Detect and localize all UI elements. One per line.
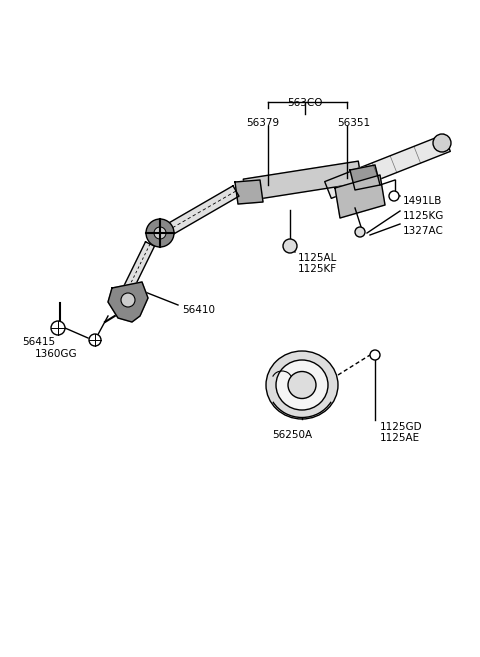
Circle shape [154, 227, 166, 239]
Polygon shape [157, 186, 239, 240]
Text: 1125KG: 1125KG [403, 211, 444, 221]
Text: 1491LB: 1491LB [403, 196, 443, 206]
Text: 56410: 56410 [182, 305, 215, 315]
Text: 1125KF: 1125KF [298, 264, 337, 274]
Text: 56415: 56415 [22, 337, 55, 347]
Text: 1327AC: 1327AC [403, 226, 444, 236]
Polygon shape [120, 242, 155, 297]
Circle shape [283, 239, 297, 253]
Polygon shape [324, 135, 450, 198]
Polygon shape [335, 175, 385, 218]
Ellipse shape [266, 351, 338, 419]
Text: 1125AE: 1125AE [380, 433, 420, 443]
Circle shape [355, 227, 365, 237]
Polygon shape [235, 180, 263, 204]
Text: 1360GG: 1360GG [35, 349, 78, 359]
Circle shape [389, 191, 399, 201]
Text: 1125AL: 1125AL [298, 253, 337, 263]
Text: 56379: 56379 [246, 118, 279, 128]
Text: 56351: 56351 [337, 118, 370, 128]
Ellipse shape [276, 360, 328, 410]
Polygon shape [243, 161, 362, 201]
Polygon shape [350, 165, 380, 190]
Text: 563CO: 563CO [287, 98, 323, 108]
Ellipse shape [288, 371, 316, 399]
Text: 1125GD: 1125GD [380, 422, 422, 432]
Text: 56250A: 56250A [272, 430, 312, 440]
Circle shape [146, 219, 174, 247]
Polygon shape [108, 282, 148, 322]
Circle shape [121, 293, 135, 307]
Circle shape [51, 321, 65, 335]
Circle shape [89, 334, 101, 346]
Circle shape [433, 134, 451, 152]
Circle shape [370, 350, 380, 360]
